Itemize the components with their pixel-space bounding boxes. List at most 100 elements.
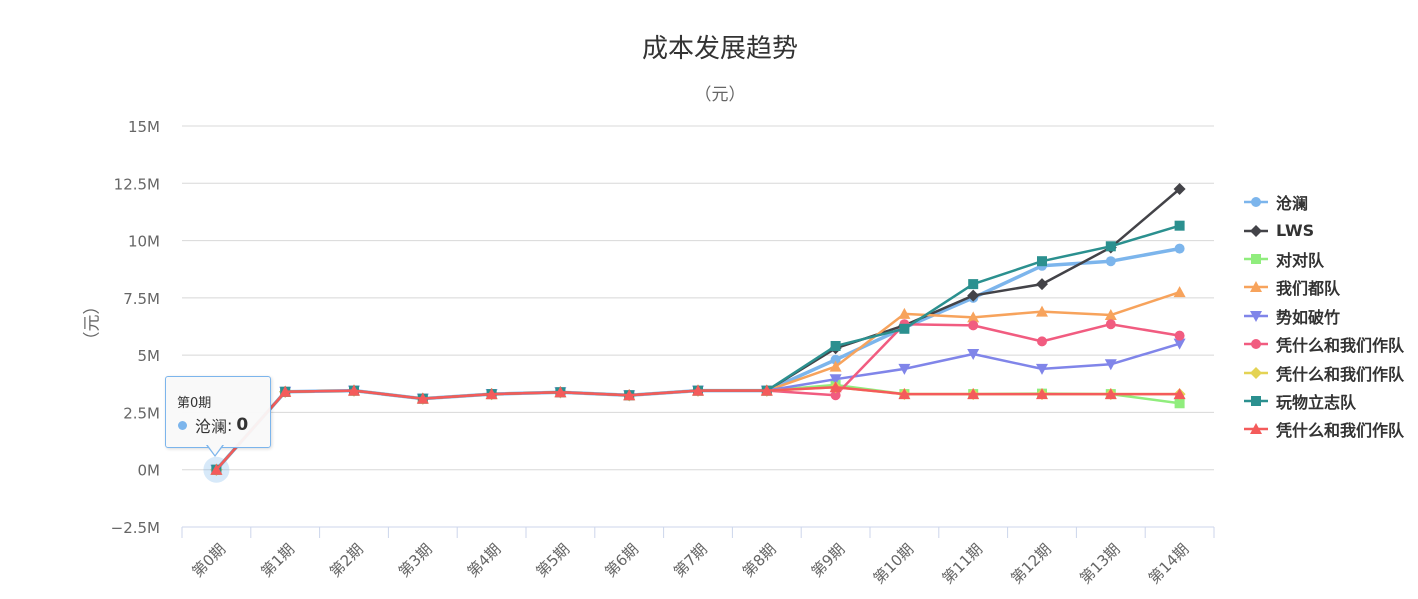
x-tick-label: 第2期 (326, 540, 367, 581)
x-tick-label: 第6期 (601, 540, 642, 581)
legend-item[interactable]: LWS (1243, 216, 1404, 244)
data-point (1036, 388, 1048, 400)
legend-label: 势如破竹 (1276, 307, 1341, 327)
data-point (830, 354, 841, 365)
series-line (215, 385, 1181, 471)
tooltip-value: 0 (236, 415, 249, 435)
data-point (967, 311, 980, 323)
legend-item[interactable]: 凭什么和我们作队 (1243, 330, 1404, 358)
tooltip-header: 第0期 (177, 396, 212, 411)
data-point (1037, 256, 1047, 267)
series-line (214, 246, 1182, 472)
data-point (1104, 309, 1117, 321)
data-point (898, 388, 911, 400)
data-point (1174, 243, 1185, 254)
legend-label: 沧澜 (1276, 194, 1309, 214)
x-tick-label: 第5期 (533, 540, 574, 581)
legend-label: 凭什么和我们作队 (1276, 364, 1405, 384)
data-point (1173, 338, 1186, 350)
chart-title: 成本发展趋势 (641, 34, 798, 64)
y-tick-label: 2.5M (123, 404, 160, 422)
data-point (210, 463, 223, 475)
data-point (1174, 330, 1185, 341)
x-tick-label: 第4期 (464, 540, 505, 581)
data-point (1251, 197, 1261, 208)
data-point (1251, 339, 1261, 350)
data-point (416, 392, 429, 404)
legend-label: LWS (1276, 221, 1315, 241)
data-point (554, 386, 567, 398)
data-point (1250, 423, 1262, 435)
data-point (1250, 310, 1262, 322)
y-tick-label: −2.5M (111, 519, 160, 537)
data-point (279, 385, 292, 397)
chart-tooltip: 第0期 沧澜: 0 (165, 376, 271, 448)
legend-item[interactable]: 我们都队 (1243, 273, 1404, 301)
x-tick-label: 第12期 (1007, 540, 1054, 587)
x-tick-label: 第3期 (395, 540, 436, 581)
tooltip-row: 沧澜: 0 (178, 413, 248, 437)
data-point (760, 384, 773, 396)
data-point (829, 360, 842, 372)
data-point (1105, 319, 1116, 330)
legend-item[interactable]: 对对队 (1243, 245, 1404, 273)
data-point (1250, 366, 1262, 379)
data-point (1173, 388, 1186, 400)
data-point (1036, 305, 1048, 317)
tooltip-separator: : (227, 415, 233, 435)
series-line (215, 322, 1181, 471)
legend-item[interactable]: 沧澜 (1243, 188, 1404, 216)
legend-label: 凭什么和我们作队 (1276, 421, 1405, 441)
legend-item[interactable]: 凭什么和我们作队 (1243, 415, 1404, 443)
tooltip-pointer-fill (207, 444, 223, 455)
data-point (830, 340, 841, 351)
data-point (623, 389, 636, 401)
data-point (1174, 220, 1185, 231)
series-line (215, 383, 1181, 471)
y-tick-label: 5M (138, 347, 161, 365)
y-tick-label: 12.5M (114, 175, 160, 193)
data-point (1037, 336, 1047, 347)
data-point (898, 363, 911, 375)
legend-label: 玩物立志队 (1276, 392, 1357, 412)
x-tick-label: 第9期 (808, 540, 849, 581)
y-tick-label: 7.5M (123, 290, 160, 308)
x-tick-label: 第7期 (670, 540, 711, 581)
series-line (215, 224, 1181, 471)
legend-symbol (1244, 339, 1268, 350)
data-point (1173, 286, 1186, 298)
legend-item[interactable]: 玩物立志队 (1243, 387, 1404, 415)
data-point (1174, 398, 1185, 409)
data-point (348, 384, 360, 396)
data-point (1036, 278, 1048, 291)
legend-symbol (1244, 197, 1268, 208)
data-point (1105, 241, 1116, 252)
legend-symbol (1244, 281, 1268, 293)
data-point (1251, 395, 1261, 406)
x-tick-label: 第0期 (189, 540, 230, 581)
data-point (898, 307, 911, 319)
y-tick-label: 10M (128, 233, 160, 251)
y-tick-label: 0M (138, 462, 161, 480)
legend-symbol (1244, 224, 1268, 237)
legend-symbol (1244, 310, 1268, 322)
data-point (1173, 183, 1186, 196)
data-point (1104, 388, 1117, 400)
series-line (215, 290, 1181, 471)
legend-symbol (1244, 366, 1268, 379)
legend-item[interactable]: 势如破竹 (1243, 302, 1404, 330)
legend-label: 凭什么和我们作队 (1276, 336, 1405, 356)
x-tick-label: 第8期 (739, 540, 780, 581)
tooltip-series-dot (178, 420, 187, 430)
x-tick-label: 第1期 (257, 540, 298, 581)
series-line (215, 385, 1181, 471)
x-tick-label: 第14期 (1145, 540, 1192, 587)
series-line (215, 342, 1181, 471)
legend-item[interactable]: 凭什么和我们作队 (1243, 358, 1404, 386)
series-line (215, 187, 1181, 471)
chart-subtitle: （元） (694, 85, 746, 105)
data-point (1104, 359, 1117, 371)
data-point (967, 289, 980, 302)
data-point (829, 381, 842, 393)
legend-symbol (1244, 395, 1268, 406)
